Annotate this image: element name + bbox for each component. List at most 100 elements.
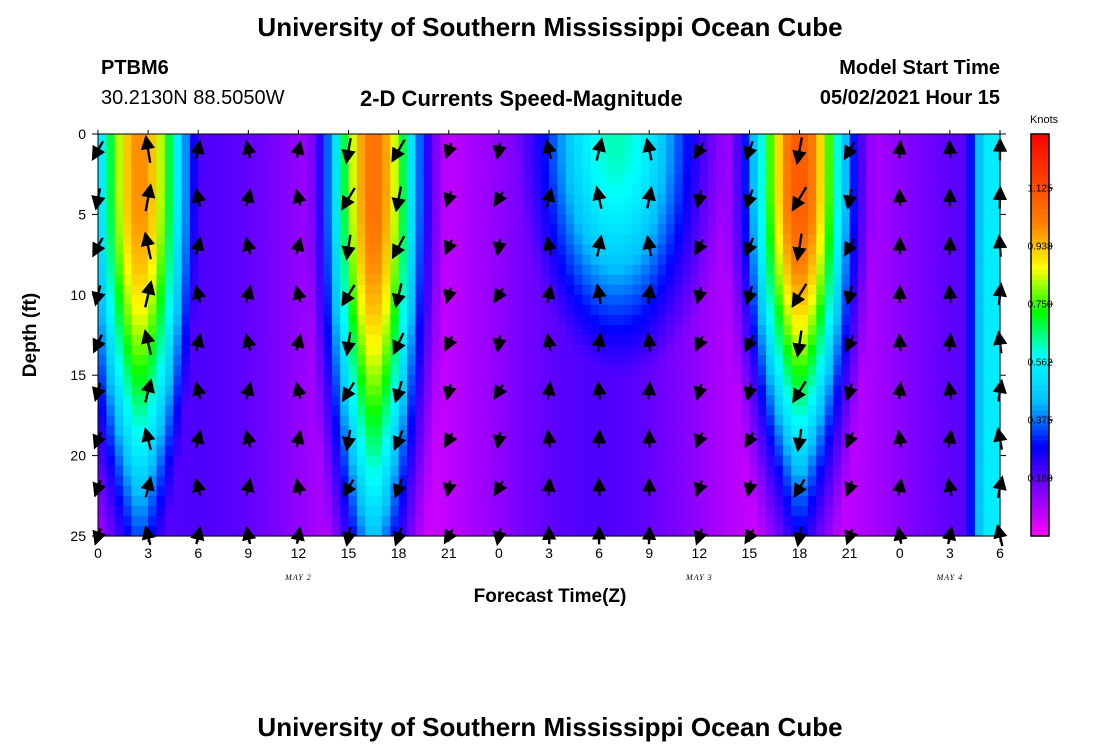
- heatmap-cell: [114, 264, 124, 276]
- heatmap-cell: [423, 304, 433, 316]
- heatmap-cell: [549, 154, 558, 165]
- heatmap-cell: [766, 345, 776, 356]
- heatmap-cell: [649, 234, 659, 246]
- heatmap-cell: [916, 184, 926, 195]
- heatmap-cell: [640, 495, 650, 507]
- heatmap-cell: [565, 475, 575, 487]
- heatmap-cell: [515, 144, 525, 155]
- current-vector: [844, 480, 858, 498]
- heatmap-cell: [415, 375, 425, 386]
- heatmap-cell: [607, 214, 617, 226]
- heatmap-cell: [983, 515, 993, 527]
- heatmap-cell: [114, 345, 124, 356]
- heatmap-cell: [858, 294, 867, 306]
- heatmap-cell: [356, 274, 366, 286]
- heatmap-cell: [440, 174, 450, 185]
- heatmap-cell: [966, 485, 976, 497]
- heatmap-cell: [941, 294, 951, 306]
- heatmap-cell: [649, 345, 659, 356]
- heatmap-cell: [239, 304, 249, 316]
- heatmap-cell: [724, 345, 734, 356]
- current-vector: [391, 283, 406, 309]
- heatmap-cell: [356, 324, 366, 336]
- heatmap-cell: [732, 475, 742, 487]
- heatmap-cell: [649, 224, 659, 236]
- heatmap-cell: [590, 224, 600, 236]
- current-vector: [341, 429, 357, 452]
- heatmap-cell: [473, 355, 483, 366]
- heatmap-cell: [615, 304, 625, 316]
- heatmap-cell: [891, 264, 901, 276]
- current-vector: [443, 239, 458, 256]
- heatmap-cell: [139, 294, 149, 306]
- heatmap-cell: [423, 505, 433, 517]
- heatmap-cell: [866, 505, 876, 517]
- heatmap-cell: [749, 455, 759, 467]
- heatmap-cell: [983, 505, 993, 517]
- heatmap-cell: [782, 254, 792, 266]
- heatmap-cell: [899, 204, 909, 215]
- heatmap-cell: [782, 435, 792, 447]
- heatmap-cell: [373, 234, 383, 246]
- heatmap-cell: [849, 314, 859, 326]
- heatmap-cell: [858, 314, 867, 326]
- heatmap-cell: [373, 355, 383, 366]
- heatmap-cell: [699, 184, 709, 195]
- heatmap-cell: [298, 415, 308, 427]
- x-tick-label: 6: [595, 545, 603, 561]
- heatmap-cell: [557, 134, 567, 145]
- heatmap-cell: [574, 345, 584, 356]
- heatmap-cell: [131, 144, 141, 155]
- heatmap-cell: [373, 314, 383, 326]
- heatmap-cell: [958, 184, 968, 195]
- heatmap-cell: [532, 184, 542, 195]
- heatmap-cell: [899, 324, 909, 336]
- heatmap-cell: [590, 365, 600, 376]
- heatmap-cell: [807, 244, 817, 256]
- heatmap-cell: [498, 154, 508, 165]
- heatmap-cell: [181, 174, 191, 185]
- heatmap-cell: [323, 224, 333, 236]
- heatmap-cell: [615, 214, 625, 226]
- heatmap-cell: [457, 224, 467, 236]
- heatmap-cell: [131, 314, 141, 326]
- heatmap-cell: [198, 304, 208, 316]
- heatmap-cell: [515, 164, 525, 175]
- heatmap-cell: [816, 204, 826, 215]
- heatmap-cell: [832, 415, 842, 427]
- heatmap-cell: [323, 445, 333, 457]
- current-vector: [290, 429, 305, 448]
- heatmap-cell: [482, 345, 492, 356]
- colorbar-segment: [1031, 405, 1049, 411]
- heatmap-cell: [632, 455, 642, 467]
- heatmap-cell: [699, 515, 709, 527]
- heatmap-cell: [607, 415, 617, 427]
- heatmap-cell: [256, 515, 266, 527]
- heatmap-cell: [440, 254, 450, 266]
- colorbar-segment: [1031, 139, 1049, 145]
- heatmap-cell: [432, 184, 442, 195]
- heatmap-cell: [398, 365, 408, 376]
- heatmap-cell: [231, 154, 241, 165]
- heatmap-cell: [348, 324, 358, 336]
- heatmap-cell: [181, 375, 191, 386]
- heatmap-cell: [173, 254, 183, 266]
- heatmap-cell: [164, 385, 174, 396]
- heatmap-cell: [883, 304, 893, 316]
- heatmap-cell: [565, 304, 575, 316]
- current-vector: [443, 142, 458, 160]
- heatmap-cell: [883, 485, 893, 497]
- colorbar-segment: [1031, 154, 1049, 160]
- heatmap-cell: [473, 274, 483, 286]
- heatmap-cell: [214, 415, 224, 427]
- heatmap-cell: [832, 385, 842, 396]
- heatmap-cell: [315, 154, 325, 165]
- heatmap-cell: [432, 224, 442, 236]
- heatmap-cell: [832, 274, 842, 286]
- heatmap-cell: [841, 324, 851, 336]
- heatmap-cell: [407, 485, 416, 497]
- heatmap-cell: [131, 254, 141, 266]
- heatmap-cell: [273, 184, 283, 195]
- heatmap-cell: [657, 375, 667, 386]
- heatmap-cell: [699, 365, 709, 376]
